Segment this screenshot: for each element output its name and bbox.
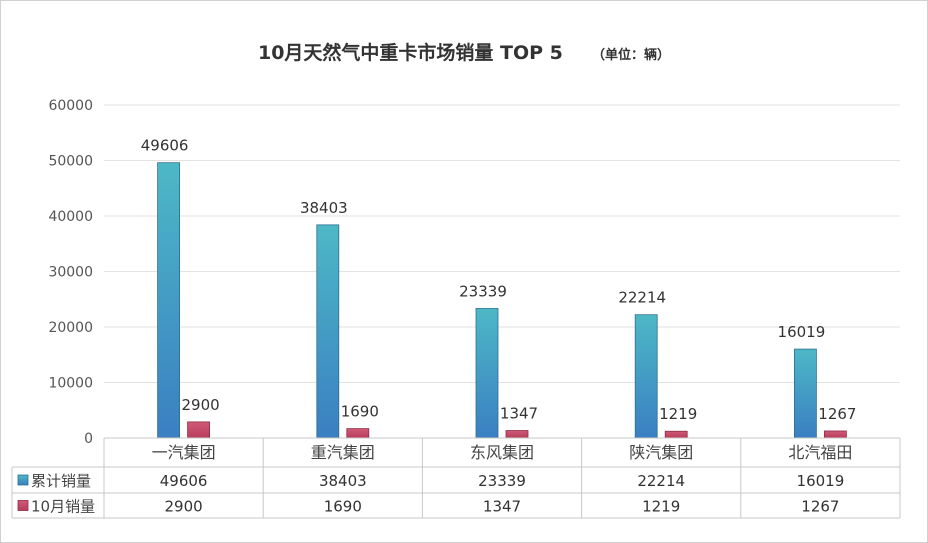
data-labels: 49606 2900 38403 1690 23339 1347 22214 1219 1601… [141,137,857,424]
x-category-label: 陕汽集团 [629,443,693,462]
bar-cumulative-4 [634,314,658,439]
legend-key [17,474,29,486]
y-tick-label: 30000 [48,265,93,281]
data-label: 1690 [341,403,379,421]
data-label: 1347 [500,405,538,423]
y-tick-label: 20000 [48,320,93,336]
data-label: 2900 [182,396,220,414]
table-cell: 1347 [483,498,521,516]
table-cell: 16019 [797,472,845,490]
bar-cumulative-3 [475,308,499,439]
bar-october-2 [346,428,370,439]
data-label: 49606 [141,137,189,155]
bar-cumulative-2 [316,224,340,439]
table-cell: 23339 [478,472,526,490]
table-cell: 1690 [324,498,362,516]
data-label: 16019 [778,323,826,341]
chart-title: 10月天然气中重卡市场销量 TOP 5 [257,42,563,64]
table-cell: 22214 [637,472,685,490]
legend-label: 累计销量 [31,472,91,490]
data-label: 1267 [818,405,856,423]
title-area: 10月天然气中重卡市场销量 TOP 5 （单位：辆） [0,38,928,65]
y-tick-label: 40000 [48,209,93,225]
y-tick-label: 60000 [48,98,93,114]
y-axis: 0 10000 20000 30000 40000 50000 60000 [48,98,93,447]
table-cell: 1219 [642,498,680,516]
bar-october-4 [664,430,688,439]
x-category-label: 一汽集团 [152,443,216,462]
data-label: 22214 [618,289,666,307]
legend-key [17,500,29,511]
bar-october-1 [187,421,211,439]
table-cell: 2900 [165,498,203,516]
data-label: 1219 [659,405,697,423]
table-cell: 1267 [801,498,839,516]
bar-cumulative-5 [794,348,817,439]
data-label: 23339 [459,282,507,300]
y-tick-label: 10000 [48,376,93,392]
chart-unit-note: （单位：辆） [592,48,671,63]
x-category-label: 东风集团 [470,443,534,462]
table-cell: 38403 [319,472,367,490]
x-category-label: 重汽集团 [311,443,375,462]
bar-cumulative-1 [157,162,181,439]
y-tick-label: 50000 [48,154,93,170]
legend-label: 10月销量 [31,498,95,516]
x-category-label: 北汽福田 [788,443,852,462]
table-cell: 49606 [160,472,208,490]
bar-october-3 [505,430,529,439]
grid-lines [104,104,900,383]
bar-october-5 [824,430,847,439]
data-label: 38403 [300,199,348,217]
y-tick-label: 0 [84,431,93,447]
